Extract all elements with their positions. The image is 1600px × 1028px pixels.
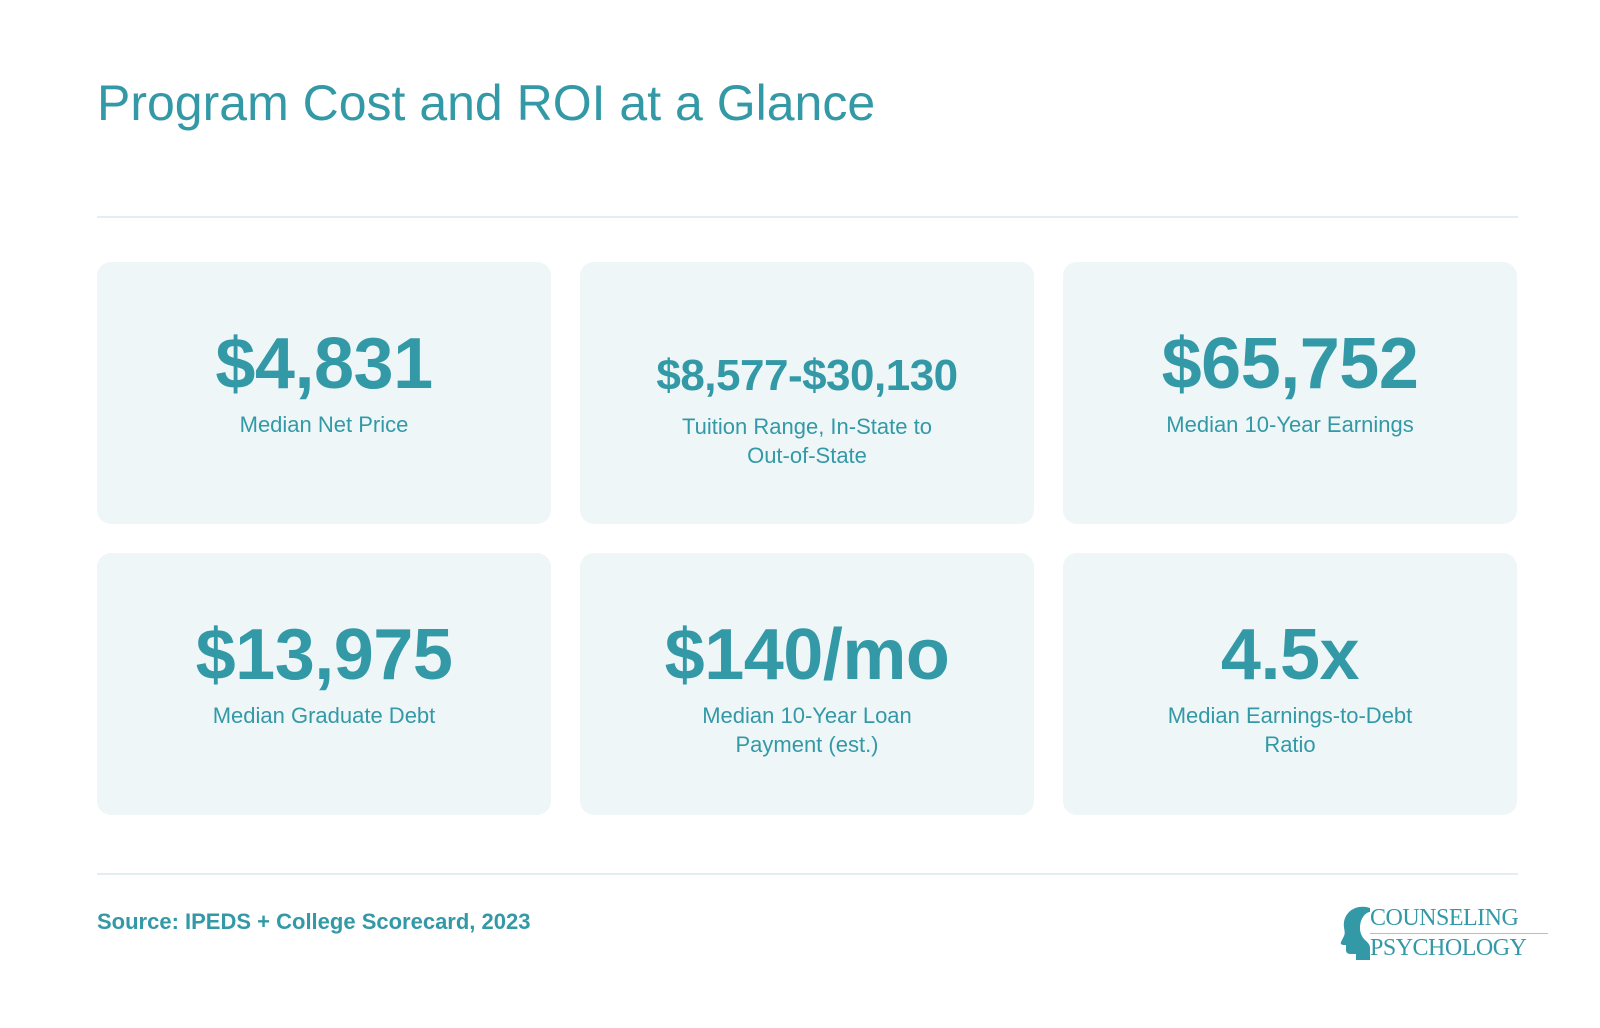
stat-card-earnings-to-debt: 4.5x Median Earnings-to-Debt Ratio xyxy=(1063,553,1517,815)
stat-card-loan-payment: $140/mo Median 10-Year Loan Payment (est… xyxy=(580,553,1034,815)
logo-text-counseling: COUNSELING xyxy=(1370,905,1519,931)
brand-logo: COUNSELING PSYCHOLOGY xyxy=(1340,902,1548,962)
bottom-divider xyxy=(97,873,1518,875)
stat-value: $65,752 xyxy=(1161,324,1419,404)
head-profile-icon xyxy=(1340,906,1370,960)
source-note: Source: IPEDS + College Scorecard, 2023 xyxy=(97,909,531,934)
stat-label: Median 10-Year Loan Payment (est.) xyxy=(702,703,912,757)
logo-divider xyxy=(1370,933,1548,934)
page-title: Program Cost and ROI at a Glance xyxy=(97,75,876,131)
stat-label: Median Graduate Debt xyxy=(212,703,436,728)
stat-value: $140/mo xyxy=(664,615,950,695)
stat-label: Median Net Price xyxy=(239,412,409,437)
logo-text-psychology: PSYCHOLOGY xyxy=(1370,935,1527,961)
stat-card-earnings: $65,752 Median 10-Year Earnings xyxy=(1063,262,1517,524)
stat-label: Tuition Range, In-State to Out-of-State xyxy=(682,414,932,468)
stat-card-net-price: $4,831 Median Net Price xyxy=(97,262,551,524)
stat-value: $13,975 xyxy=(195,615,453,695)
stats-grid: $4,831 Median Net Price $8,577-$30,130 T… xyxy=(97,262,1518,815)
top-divider xyxy=(97,216,1518,218)
stat-label: Median Earnings-to-Debt Ratio xyxy=(1167,703,1413,757)
stat-value: 4.5x xyxy=(1220,615,1360,695)
stat-value: $8,577-$30,130 xyxy=(656,351,958,400)
stat-card-tuition-range: $8,577-$30,130 Tuition Range, In-State t… xyxy=(580,262,1034,524)
stat-value: $4,831 xyxy=(215,324,433,404)
stat-card-graduate-debt: $13,975 Median Graduate Debt xyxy=(97,553,551,815)
stat-label: Median 10-Year Earnings xyxy=(1166,412,1414,437)
